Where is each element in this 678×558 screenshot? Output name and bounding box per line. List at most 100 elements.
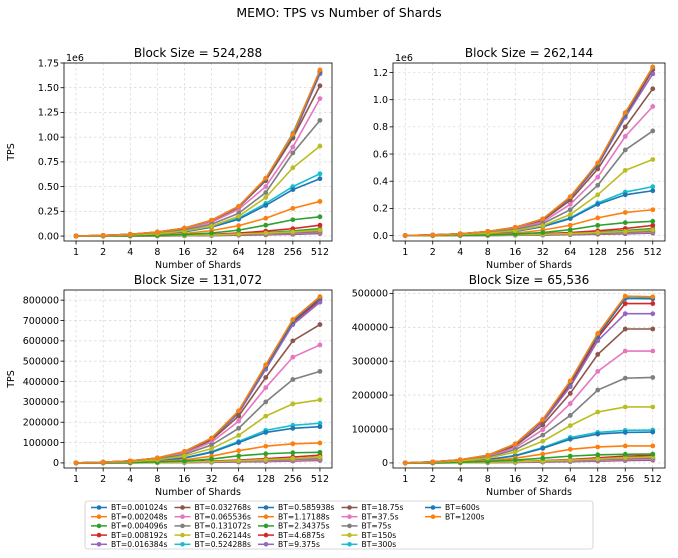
legend-label: BT=0.004096s — [111, 522, 167, 531]
data-point — [540, 417, 546, 422]
series-line-15 — [405, 73, 654, 237]
data-point — [595, 215, 601, 221]
series-line-17 — [405, 105, 654, 237]
axes-frame — [63, 62, 333, 242]
legend-label: BT=18.75s — [362, 503, 404, 512]
data-point — [567, 222, 573, 228]
y-tick-label: 0 — [382, 458, 388, 469]
legend-entry: BT=2.34375s — [258, 522, 330, 531]
data-point — [622, 404, 628, 410]
data-point — [540, 230, 546, 235]
data-point — [595, 222, 601, 228]
data-point — [236, 227, 242, 233]
data-point — [485, 459, 491, 464]
subplot-4: 1 2 4 8 16 32 64 128 256 512 0 100000 200000 300000 40… — [352, 273, 666, 498]
legend-swatch-marker — [180, 505, 185, 510]
data-point — [236, 418, 242, 424]
x-axis-label: Number of Shards — [486, 260, 572, 271]
y-tick-label: 0.00 — [38, 231, 59, 242]
legend-entry: BT=0.001024s — [91, 503, 167, 512]
data-point — [263, 215, 269, 221]
legend-label: BT=4.6875s — [278, 531, 325, 540]
y-tick-label: 1.25 — [38, 108, 59, 119]
data-point — [236, 453, 242, 459]
data-point — [182, 453, 187, 459]
series-line-20 — [76, 296, 321, 464]
data-point — [263, 413, 269, 419]
x-tick-label: 256 — [284, 474, 302, 485]
legend-entry: BT=0.032768s — [174, 503, 251, 512]
legend-swatch-marker — [180, 514, 185, 519]
data-point — [290, 131, 296, 137]
data-point — [595, 166, 601, 172]
data-point — [236, 413, 242, 419]
data-point — [317, 199, 323, 204]
x-tick-label: 256 — [616, 474, 634, 485]
data-point — [263, 362, 269, 368]
data-point — [650, 157, 656, 162]
subplot-title: Block Size = 262,144 — [465, 46, 593, 60]
data-point — [290, 165, 296, 171]
y-tick-label: 1.50 — [38, 83, 59, 94]
data-point — [595, 387, 601, 393]
y-tick-label: 0.75 — [38, 157, 59, 168]
data-point — [650, 184, 656, 190]
data-point — [622, 210, 628, 215]
data-point — [650, 451, 656, 457]
data-point — [567, 227, 573, 233]
data-point — [622, 110, 628, 115]
series-line-13 — [405, 453, 653, 464]
legend-entry: BT=1200s — [425, 512, 485, 521]
data-point — [540, 445, 546, 451]
series-line-15 — [405, 312, 653, 464]
data-point — [73, 460, 79, 466]
legend-swatch-marker — [430, 505, 436, 510]
data-point — [650, 294, 656, 300]
data-point — [650, 301, 656, 306]
data-point — [595, 192, 601, 198]
data-point — [209, 449, 214, 455]
data-point — [236, 433, 242, 438]
legend-label: BT=0.001024s — [111, 503, 167, 512]
axes-frame — [63, 289, 333, 469]
x-tick-label: 4 — [457, 247, 463, 258]
x-tick-label: 64 — [564, 474, 576, 485]
x-tick-label: 16 — [509, 474, 521, 485]
data-point — [209, 217, 214, 223]
data-point — [263, 184, 269, 190]
x-tick-label: 1 — [73, 474, 79, 485]
data-point — [650, 207, 656, 213]
data-point — [236, 458, 242, 464]
data-point — [650, 64, 656, 70]
y-offset-label: 1e6 — [395, 53, 413, 64]
data-point — [595, 174, 601, 180]
data-point — [263, 399, 269, 405]
data-point — [650, 188, 656, 194]
legend-entry: BT=9.375s — [258, 540, 320, 549]
axes-frame — [392, 289, 666, 469]
x-tick-label: 2 — [430, 247, 436, 258]
data-point — [567, 453, 573, 459]
y-tick-label: 1.0 — [373, 95, 388, 106]
legend-label: BT=0.262144s — [195, 531, 251, 540]
legend-swatch-marker — [347, 532, 352, 538]
data-point — [317, 222, 323, 228]
data-point — [540, 455, 546, 461]
x-tick-label: 128 — [257, 247, 275, 258]
legend-swatch-marker — [263, 523, 269, 529]
x-tick-label: 16 — [178, 247, 190, 258]
x-tick-label: 32 — [206, 474, 218, 485]
data-point — [595, 431, 601, 437]
data-point — [595, 452, 601, 458]
data-point — [290, 338, 296, 344]
legend-label: BT=0.002048s — [111, 512, 167, 521]
data-point — [567, 401, 573, 406]
legend-label: BT=2.34375s — [278, 522, 330, 531]
data-point — [595, 456, 601, 462]
data-point — [595, 160, 601, 166]
data-point — [567, 212, 573, 217]
data-point — [622, 451, 628, 457]
legend-entry: BT=1.17188s — [258, 512, 330, 521]
